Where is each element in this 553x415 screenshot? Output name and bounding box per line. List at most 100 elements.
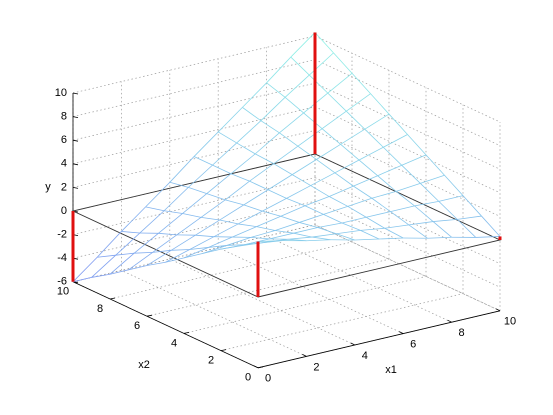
mesh-segment [170, 234, 196, 251]
mesh-segment [366, 211, 391, 218]
mesh-segment [176, 217, 202, 236]
mesh-segment [353, 175, 378, 187]
mesh-segment [219, 219, 239, 225]
mesh-segment [254, 132, 280, 155]
mesh-segment [145, 182, 171, 208]
mesh-segment [444, 174, 464, 196]
mesh-segment [334, 172, 354, 187]
mesh-segment [266, 82, 286, 98]
mesh-segment [317, 222, 343, 228]
grid-line [109, 241, 353, 300]
mesh-segment [255, 153, 274, 165]
mesh-segment [284, 74, 310, 98]
z-tick-label: -4 [57, 252, 67, 264]
mesh-segment [267, 174, 293, 191]
mesh-segment [262, 198, 287, 212]
mesh-segment [230, 173, 250, 182]
mesh-segment [158, 213, 183, 234]
mesh-segment [91, 254, 116, 278]
mesh-segment [365, 216, 385, 229]
mesh-segment [360, 227, 385, 231]
mesh-segment [139, 210, 165, 234]
mesh-segment [225, 199, 244, 206]
tick-mark [399, 331, 404, 334]
tick-mark [146, 314, 153, 317]
mesh-segment [237, 210, 263, 225]
mesh-segment [323, 205, 348, 215]
z-tick-label: 2 [61, 181, 67, 193]
mesh-segment [195, 234, 214, 238]
mesh-segment [293, 232, 313, 238]
mesh-segment [217, 107, 243, 133]
mesh-segment [182, 193, 208, 214]
mesh-segment [290, 56, 310, 76]
mesh-segment [152, 249, 172, 253]
mesh-segment [262, 210, 281, 217]
mesh-segment [171, 249, 190, 251]
z-tick-label: 0 [61, 205, 67, 217]
mesh-segment [336, 230, 361, 235]
mesh-segment [169, 181, 189, 188]
mesh-segment [195, 219, 220, 236]
tick-mark [302, 354, 307, 357]
mesh-segment [206, 173, 232, 194]
grid-line [72, 82, 316, 141]
mesh-segment [408, 221, 434, 226]
grid-line [218, 247, 404, 334]
mesh-segment [115, 252, 135, 256]
mesh-segment [314, 32, 334, 54]
mesh-segment [158, 232, 177, 236]
mesh-segment [260, 120, 280, 134]
mesh-segment [346, 93, 371, 112]
mesh-segment [212, 142, 237, 166]
mesh-segment [91, 273, 111, 278]
grid-line [72, 59, 316, 117]
y-tick-label: 2 [208, 355, 214, 367]
mesh-segment [128, 265, 148, 271]
mesh-segment [297, 145, 317, 160]
x-axis-line [257, 310, 501, 369]
mesh-segment [266, 56, 292, 84]
mesh-segment [377, 164, 402, 177]
mesh-segment [414, 205, 434, 222]
mesh-segment [146, 261, 166, 266]
mesh-segment [346, 110, 366, 130]
y-tick-label: 8 [97, 303, 103, 315]
mesh-segment [256, 226, 276, 231]
mesh-segment [341, 222, 361, 231]
mesh-segment [306, 239, 331, 242]
y-tick-label: 4 [171, 337, 177, 349]
tick-mark [350, 342, 355, 346]
mesh-segment [260, 97, 286, 121]
mesh-segment [309, 52, 334, 76]
mesh-segment [401, 154, 427, 166]
mesh-segment [293, 227, 318, 234]
mesh-segment [323, 214, 343, 224]
mesh-segment [208, 245, 227, 248]
tick-mark [253, 365, 259, 369]
mesh-segment [121, 206, 146, 232]
y-axis-line [72, 281, 259, 369]
grid-line [314, 200, 501, 288]
mesh-segment [232, 226, 257, 238]
z-tick-label: 6 [61, 134, 67, 146]
mesh-segment [347, 197, 373, 207]
mesh-segment [146, 249, 172, 266]
mesh-segment [384, 227, 404, 239]
tick-mark [72, 139, 79, 142]
mesh-segment [354, 238, 380, 241]
mesh-segment [321, 110, 347, 129]
mesh-segment [193, 131, 219, 157]
mesh-segment [291, 159, 317, 175]
mesh-segment [72, 256, 98, 283]
grid-line [169, 258, 355, 346]
mesh-segment [312, 236, 331, 241]
zero-plane [71, 153, 502, 298]
mesh-segment [230, 153, 256, 175]
mesh-segment [321, 128, 341, 145]
mesh-segment [189, 247, 209, 250]
mesh-segment [457, 219, 477, 238]
mesh-segment [236, 120, 262, 144]
mesh-segment [213, 223, 239, 238]
mesh-segment [420, 174, 445, 184]
